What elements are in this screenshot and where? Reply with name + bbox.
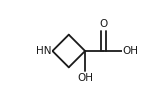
Text: HN: HN (36, 46, 51, 56)
Text: O: O (99, 19, 108, 29)
Text: OH: OH (123, 46, 139, 56)
Text: OH: OH (77, 73, 93, 83)
